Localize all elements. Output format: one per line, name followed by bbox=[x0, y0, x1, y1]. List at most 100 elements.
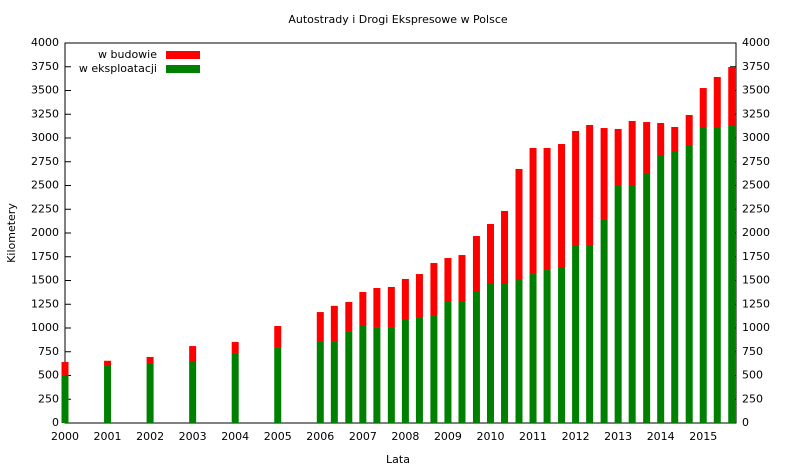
bar-segment bbox=[586, 124, 594, 245]
x-tick-label: 2013 bbox=[604, 430, 632, 443]
bar-segment bbox=[728, 67, 736, 127]
y-tick-label: 1250 bbox=[31, 297, 59, 310]
bar-segment bbox=[345, 301, 353, 332]
y2-tick-label: 3750 bbox=[742, 60, 770, 73]
bar-segment bbox=[189, 362, 197, 423]
bar-segment bbox=[501, 210, 509, 285]
y2-tick-label: 2000 bbox=[742, 226, 770, 239]
bar-segment bbox=[685, 115, 693, 146]
x-tick-label: 2010 bbox=[476, 430, 504, 443]
bar-segment bbox=[657, 155, 665, 423]
bar-segment bbox=[330, 341, 338, 423]
bar-segment bbox=[628, 185, 636, 423]
bar-segment bbox=[586, 244, 594, 423]
bar-segment bbox=[643, 122, 651, 173]
bar-segment bbox=[231, 352, 239, 423]
bar-segment bbox=[330, 305, 338, 342]
y-tick-label: 1750 bbox=[31, 250, 59, 263]
y-tick-label: 1500 bbox=[31, 274, 59, 287]
bar-segment bbox=[401, 318, 409, 423]
x-tick-label: 2001 bbox=[94, 430, 122, 443]
bar-segment bbox=[61, 375, 69, 423]
x-tick-label: 2004 bbox=[221, 430, 249, 443]
bar-segment bbox=[614, 128, 622, 186]
bar-segment bbox=[146, 356, 154, 363]
bar-segment bbox=[401, 278, 409, 319]
y2-tick-label: 3250 bbox=[742, 107, 770, 120]
y2-tick-label: 500 bbox=[742, 369, 763, 382]
bar-segment bbox=[444, 301, 452, 423]
x-tick-label: 2014 bbox=[647, 430, 675, 443]
chart-title: Autostrady i Drogi Ekspresowe w Polsce bbox=[288, 13, 508, 26]
legend-label: w eksploatacji bbox=[79, 62, 157, 75]
y-tick-label: 2250 bbox=[31, 202, 59, 215]
bar-segment bbox=[515, 280, 523, 423]
bar-segment bbox=[685, 145, 693, 424]
bar-segment bbox=[501, 284, 509, 423]
legend-swatch bbox=[166, 65, 200, 73]
y2-tick-label: 250 bbox=[742, 392, 763, 405]
bar-segment bbox=[104, 366, 112, 423]
bar-segment bbox=[472, 236, 480, 292]
bar-segment bbox=[189, 346, 197, 363]
bar-segment bbox=[572, 244, 580, 423]
bar-segment bbox=[713, 126, 721, 423]
bar-segment bbox=[713, 77, 721, 127]
y2-tick-label: 3500 bbox=[742, 84, 770, 97]
x-tick-label: 2015 bbox=[689, 430, 717, 443]
y2-tick-label: 1750 bbox=[742, 250, 770, 263]
y-tick-label: 750 bbox=[38, 345, 59, 358]
x-tick-label: 2002 bbox=[136, 430, 164, 443]
x-tick-label: 2011 bbox=[519, 430, 547, 443]
legend-label: w budowie bbox=[98, 48, 157, 61]
x-tick-label: 2006 bbox=[306, 430, 334, 443]
bar-segment bbox=[373, 327, 381, 423]
y-tick-label: 4000 bbox=[31, 36, 59, 49]
y2-tick-label: 750 bbox=[742, 345, 763, 358]
bar-segment bbox=[316, 312, 324, 342]
bar-segment bbox=[387, 286, 395, 328]
bar-segment bbox=[444, 257, 452, 302]
bar-segment bbox=[274, 326, 282, 348]
bar-segment bbox=[529, 274, 537, 423]
bar-segment bbox=[728, 126, 736, 423]
y-tick-label: 0 bbox=[52, 416, 59, 429]
y-tick-label: 3000 bbox=[31, 131, 59, 144]
y2-tick-label: 2250 bbox=[742, 202, 770, 215]
bar-segment bbox=[316, 341, 324, 423]
bar-segment bbox=[671, 126, 679, 152]
bar-segment bbox=[486, 223, 494, 285]
bar-segment bbox=[558, 143, 566, 268]
bar-segment bbox=[274, 347, 282, 423]
bar-segment bbox=[415, 274, 423, 319]
bar-segment bbox=[472, 291, 480, 423]
y-tick-label: 3500 bbox=[31, 84, 59, 97]
bar-segment bbox=[104, 360, 112, 366]
bar-segment bbox=[359, 291, 367, 327]
y-axis-label: Kilometery bbox=[5, 203, 18, 263]
bar-segment bbox=[600, 219, 608, 423]
y2-tick-label: 2750 bbox=[742, 155, 770, 168]
y2-tick-label: 2500 bbox=[742, 179, 770, 192]
bar-segment bbox=[387, 327, 395, 423]
y2-tick-label: 1250 bbox=[742, 297, 770, 310]
bar-segment bbox=[657, 122, 665, 156]
legend-swatch bbox=[166, 51, 200, 59]
y2-tick-label: 0 bbox=[742, 416, 749, 429]
bar-segment bbox=[600, 128, 608, 220]
bar-segment bbox=[61, 362, 69, 376]
bar-segment bbox=[373, 288, 381, 328]
y-tick-label: 2750 bbox=[31, 155, 59, 168]
bar-segment bbox=[486, 284, 494, 423]
bar-segment bbox=[458, 255, 466, 302]
bar-segment bbox=[345, 331, 353, 423]
y2-tick-label: 1000 bbox=[742, 321, 770, 334]
x-axis-label: Lata bbox=[386, 453, 410, 466]
y-tick-label: 500 bbox=[38, 369, 59, 382]
y2-tick-label: 3000 bbox=[742, 131, 770, 144]
y2-tick-label: 1500 bbox=[742, 274, 770, 287]
bar-segment bbox=[430, 263, 438, 317]
y-tick-label: 1000 bbox=[31, 321, 59, 334]
bar-segment bbox=[699, 88, 707, 127]
